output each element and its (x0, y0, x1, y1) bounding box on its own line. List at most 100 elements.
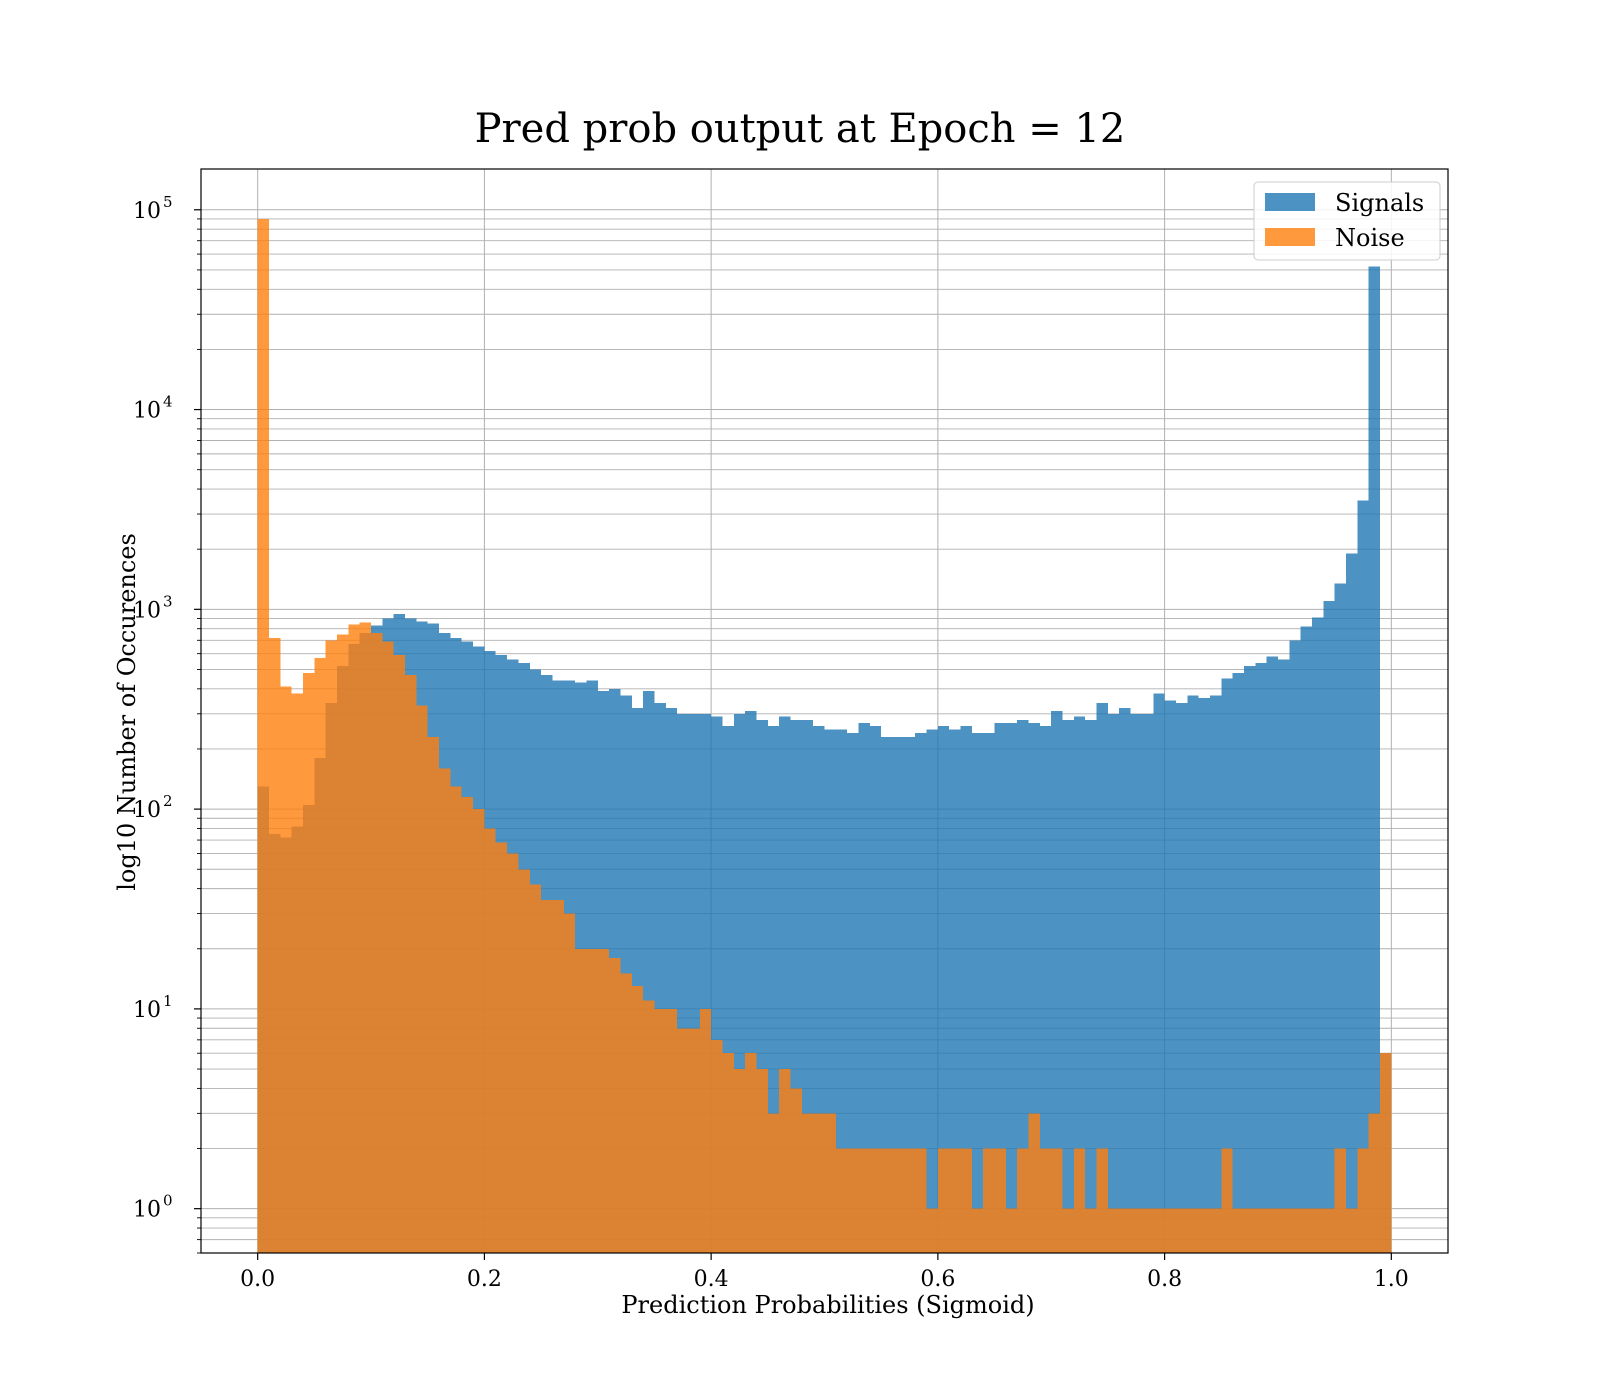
signals-bar (1368, 266, 1380, 1253)
noise-bar (971, 1208, 984, 1253)
signals-bar (926, 729, 938, 1253)
noise-bar (654, 1008, 666, 1253)
signals-bar (801, 719, 814, 1253)
noise-bar (314, 658, 326, 1253)
signals-bar (677, 713, 689, 1253)
signals-bar (824, 729, 836, 1253)
signals-bar (847, 733, 859, 1253)
signals-bar (643, 691, 655, 1253)
signals-bar (1051, 710, 1063, 1253)
noise-bar (529, 884, 542, 1253)
noise-bar (1379, 1053, 1392, 1253)
signals-bar (665, 708, 678, 1253)
noise-bar (597, 948, 610, 1253)
noise-bar (393, 655, 406, 1253)
signals-bar (711, 716, 723, 1253)
signals-bar (1141, 713, 1154, 1253)
y-tick-label: 10 (133, 998, 161, 1023)
noise-bar (1073, 1148, 1086, 1253)
noise-bar (1119, 1208, 1131, 1253)
signals-bar (699, 713, 712, 1253)
signals-bar (631, 708, 644, 1253)
signals-bar (983, 733, 995, 1253)
signals-bar (1119, 708, 1131, 1253)
signals-bar (1255, 662, 1267, 1253)
noise-bar (1062, 1208, 1074, 1253)
noise-bar (586, 948, 598, 1253)
signals-bar (1005, 722, 1018, 1253)
signals-bar (1130, 713, 1142, 1253)
noise-bar (847, 1148, 859, 1253)
signals-bar (1323, 601, 1335, 1253)
histogram-bars (257, 218, 1392, 1254)
noise-bar (1164, 1208, 1176, 1253)
signals-bar (1345, 553, 1358, 1253)
y-tick-exponent: 1 (163, 992, 173, 1010)
noise-bar (495, 842, 508, 1253)
noise-bar (1085, 1208, 1097, 1253)
y-tick-exponent: 5 (163, 193, 173, 211)
signals-bar (937, 726, 950, 1253)
signals-bar (1107, 713, 1120, 1253)
noise-bar (858, 1148, 870, 1253)
noise-bar (382, 641, 394, 1253)
noise-bar (983, 1148, 995, 1253)
noise-bar (1051, 1148, 1063, 1253)
x-tick-label: 0.2 (467, 1267, 502, 1292)
noise-bar (541, 900, 553, 1253)
noise-bar (337, 634, 349, 1253)
noise-bar (609, 957, 621, 1253)
noise-bar (677, 1028, 689, 1253)
legend-label-signals: Signals (1335, 189, 1424, 217)
noise-bar (1311, 1208, 1324, 1253)
signals-bar (1187, 695, 1199, 1253)
signals-bar (971, 733, 984, 1253)
noise-bar (1039, 1148, 1052, 1253)
noise-bar (767, 1113, 780, 1253)
noise-bar (1130, 1208, 1142, 1253)
signals-bar (1232, 673, 1244, 1253)
signals-bar (1164, 700, 1176, 1253)
x-tick-label: 0.8 (1147, 1267, 1182, 1292)
noise-bar (665, 1008, 678, 1253)
noise-bar (427, 736, 440, 1253)
noise-bar (1368, 1113, 1380, 1253)
y-tick-exponent: 2 (163, 792, 173, 810)
signals-bar (1334, 583, 1346, 1253)
signals-bar (892, 736, 904, 1253)
signals-bar (915, 733, 927, 1253)
noise-bar (756, 1069, 768, 1253)
noise-bar (1334, 1148, 1346, 1253)
signals-bar (756, 719, 768, 1253)
noise-bar (575, 948, 587, 1253)
signals-bar (960, 726, 972, 1253)
signals-bar (994, 722, 1006, 1253)
noise-bar (1232, 1208, 1244, 1253)
noise-bar (915, 1148, 927, 1253)
noise-bar (1141, 1208, 1154, 1253)
noise-bar (1107, 1208, 1120, 1253)
noise-bar (1300, 1208, 1312, 1253)
signals-bar (949, 729, 961, 1253)
noise-bar (869, 1148, 882, 1253)
signals-bar (688, 713, 700, 1253)
noise-bar (1028, 1113, 1040, 1253)
noise-bar (348, 624, 360, 1253)
noise-bar (892, 1148, 904, 1253)
signals-bar (869, 726, 882, 1253)
noise-bar (303, 673, 315, 1253)
noise-bar (1209, 1208, 1222, 1253)
noise-bar (291, 693, 304, 1253)
signals-bar (745, 710, 757, 1253)
x-tick-label: 1.0 (1374, 1267, 1409, 1292)
signals-bar (1062, 719, 1074, 1253)
noise-bar (620, 973, 632, 1253)
y-axis-label: log10 Number of Occurences (113, 533, 141, 891)
noise-bar (439, 768, 451, 1253)
noise-bar (960, 1148, 972, 1253)
signals-bar (1221, 678, 1233, 1253)
signals-bar (1277, 659, 1290, 1253)
noise-bar (1289, 1208, 1301, 1253)
